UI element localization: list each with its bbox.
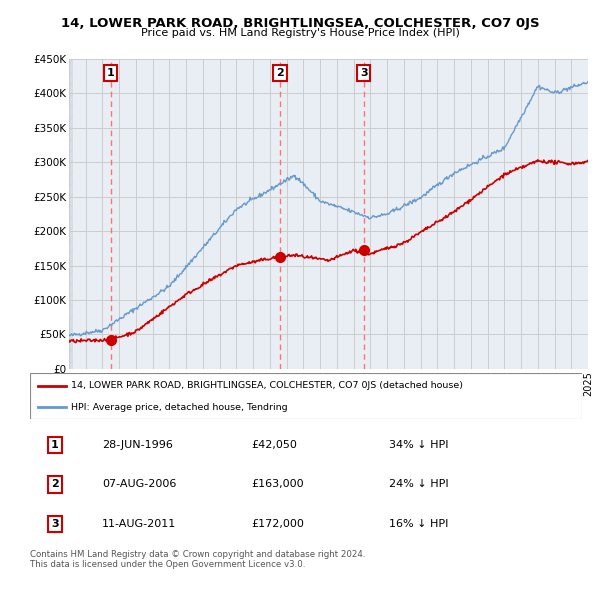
Text: 1: 1 (51, 440, 59, 450)
Text: 2: 2 (276, 68, 284, 78)
Text: Contains HM Land Registry data © Crown copyright and database right 2024.
This d: Contains HM Land Registry data © Crown c… (30, 550, 365, 569)
FancyBboxPatch shape (30, 373, 582, 419)
Text: 16% ↓ HPI: 16% ↓ HPI (389, 519, 448, 529)
Text: £172,000: £172,000 (251, 519, 304, 529)
Text: 07-AUG-2006: 07-AUG-2006 (102, 480, 176, 489)
Text: £42,050: £42,050 (251, 440, 296, 450)
Text: 1: 1 (107, 68, 115, 78)
Text: 14, LOWER PARK ROAD, BRIGHTLINGSEA, COLCHESTER, CO7 0JS: 14, LOWER PARK ROAD, BRIGHTLINGSEA, COLC… (61, 17, 539, 30)
Text: 11-AUG-2011: 11-AUG-2011 (102, 519, 176, 529)
Bar (69, 59, 73, 369)
Text: £163,000: £163,000 (251, 480, 304, 489)
Text: HPI: Average price, detached house, Tendring: HPI: Average price, detached house, Tend… (71, 403, 288, 412)
Text: 3: 3 (51, 519, 59, 529)
Text: Price paid vs. HM Land Registry's House Price Index (HPI): Price paid vs. HM Land Registry's House … (140, 28, 460, 38)
Text: 3: 3 (360, 68, 368, 78)
Text: 14, LOWER PARK ROAD, BRIGHTLINGSEA, COLCHESTER, CO7 0JS (detached house): 14, LOWER PARK ROAD, BRIGHTLINGSEA, COLC… (71, 381, 463, 390)
Text: 28-JUN-1996: 28-JUN-1996 (102, 440, 173, 450)
Text: 2: 2 (51, 480, 59, 489)
Text: 24% ↓ HPI: 24% ↓ HPI (389, 480, 448, 489)
Text: 34% ↓ HPI: 34% ↓ HPI (389, 440, 448, 450)
